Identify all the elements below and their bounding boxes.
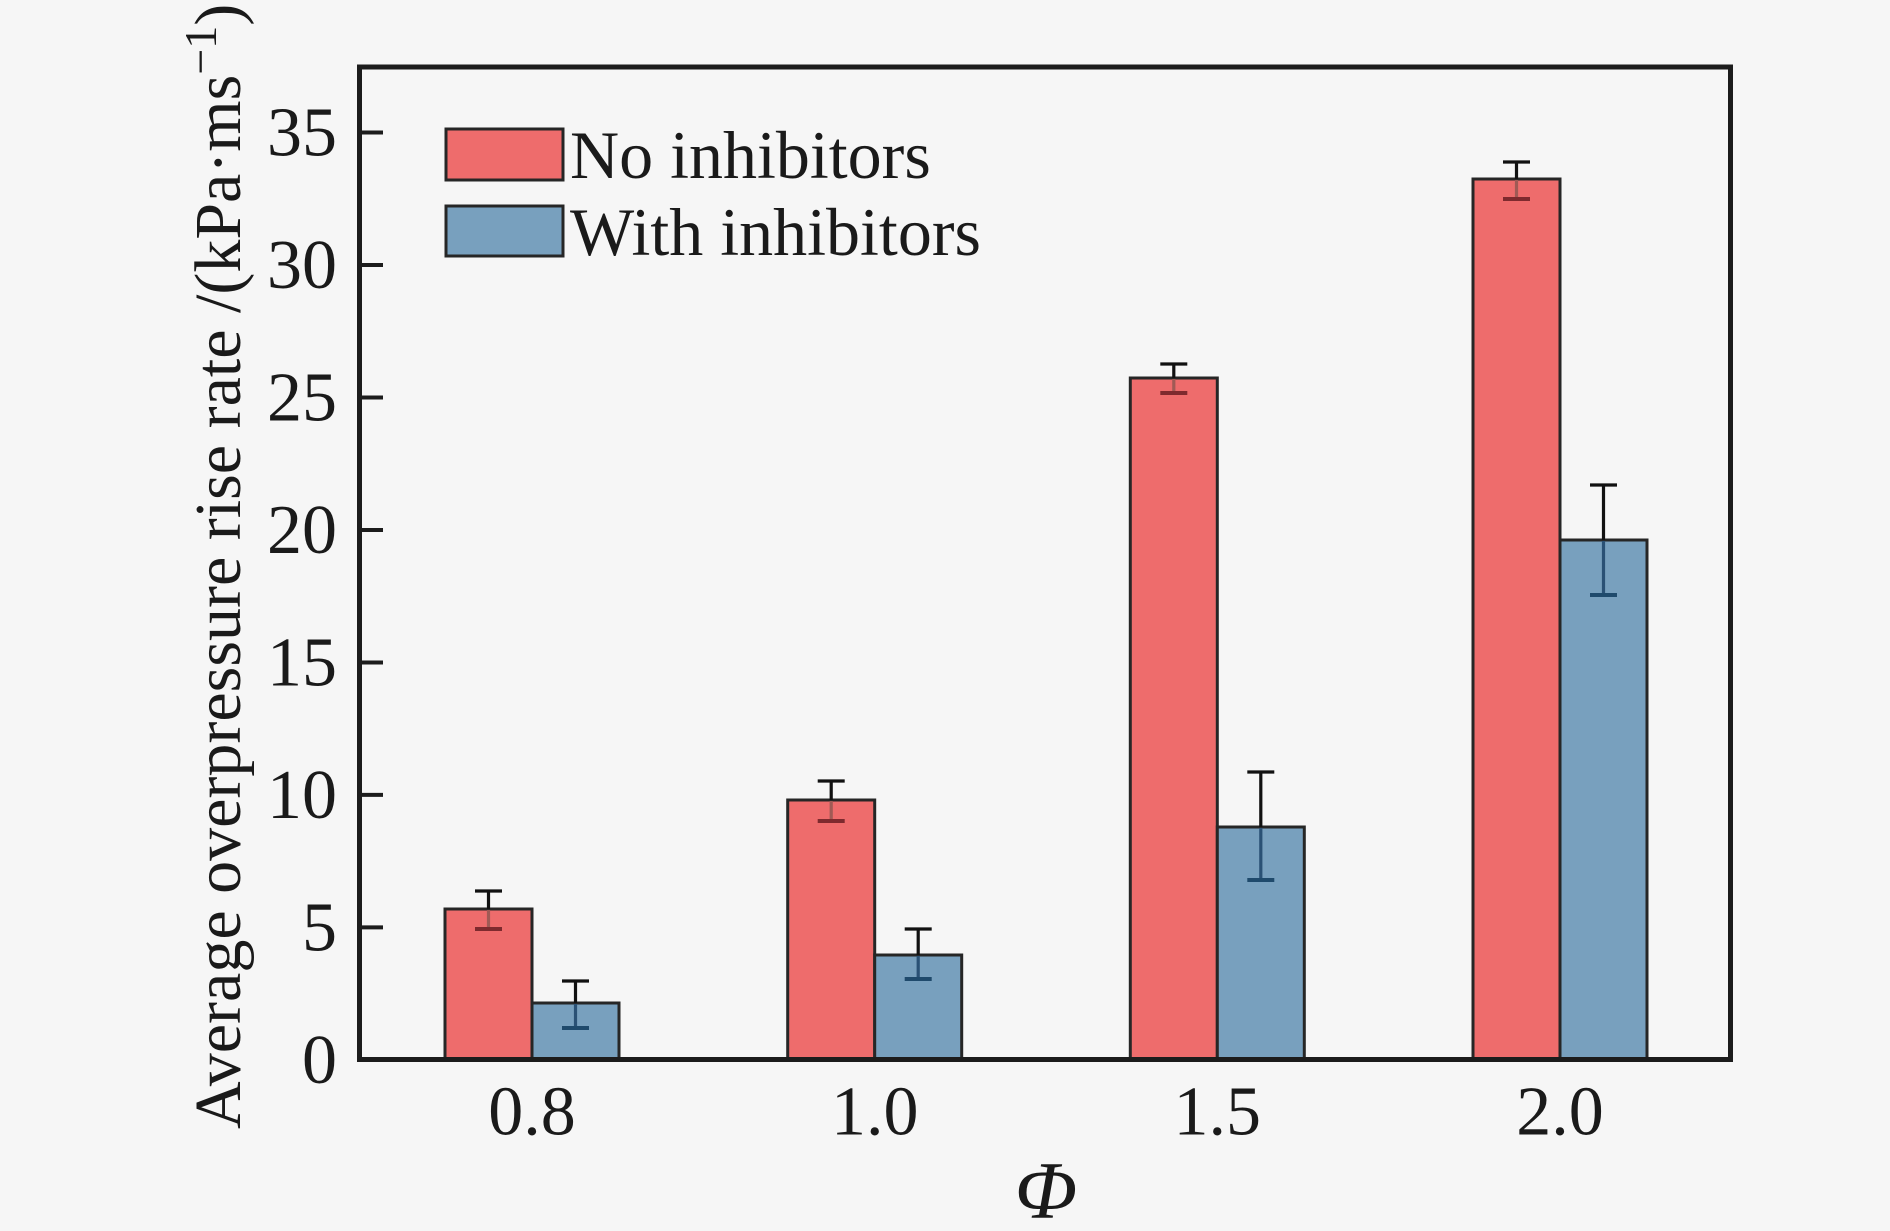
svg-text:2.0: 2.0: [1516, 1074, 1604, 1151]
svg-text:Average overpressure rise rate: Average overpressure rise rate /(kPa·ms−…: [175, 4, 255, 1129]
svg-text:15: 15: [267, 625, 337, 702]
svg-text:With inhibitors: With inhibitors: [570, 194, 981, 270]
svg-text:25: 25: [267, 360, 337, 437]
svg-text:1.0: 1.0: [831, 1074, 919, 1151]
svg-text:5: 5: [302, 889, 337, 966]
svg-text:1.5: 1.5: [1174, 1074, 1262, 1151]
svg-text:0: 0: [302, 1022, 337, 1099]
svg-text:20: 20: [267, 492, 337, 569]
svg-text:No inhibitors: No inhibitors: [570, 117, 931, 193]
svg-text:0.8: 0.8: [488, 1074, 576, 1151]
svg-text:Φ: Φ: [1015, 1145, 1077, 1231]
svg-text:35: 35: [267, 95, 337, 172]
svg-text:30: 30: [267, 227, 337, 304]
svg-text:10: 10: [267, 757, 337, 834]
